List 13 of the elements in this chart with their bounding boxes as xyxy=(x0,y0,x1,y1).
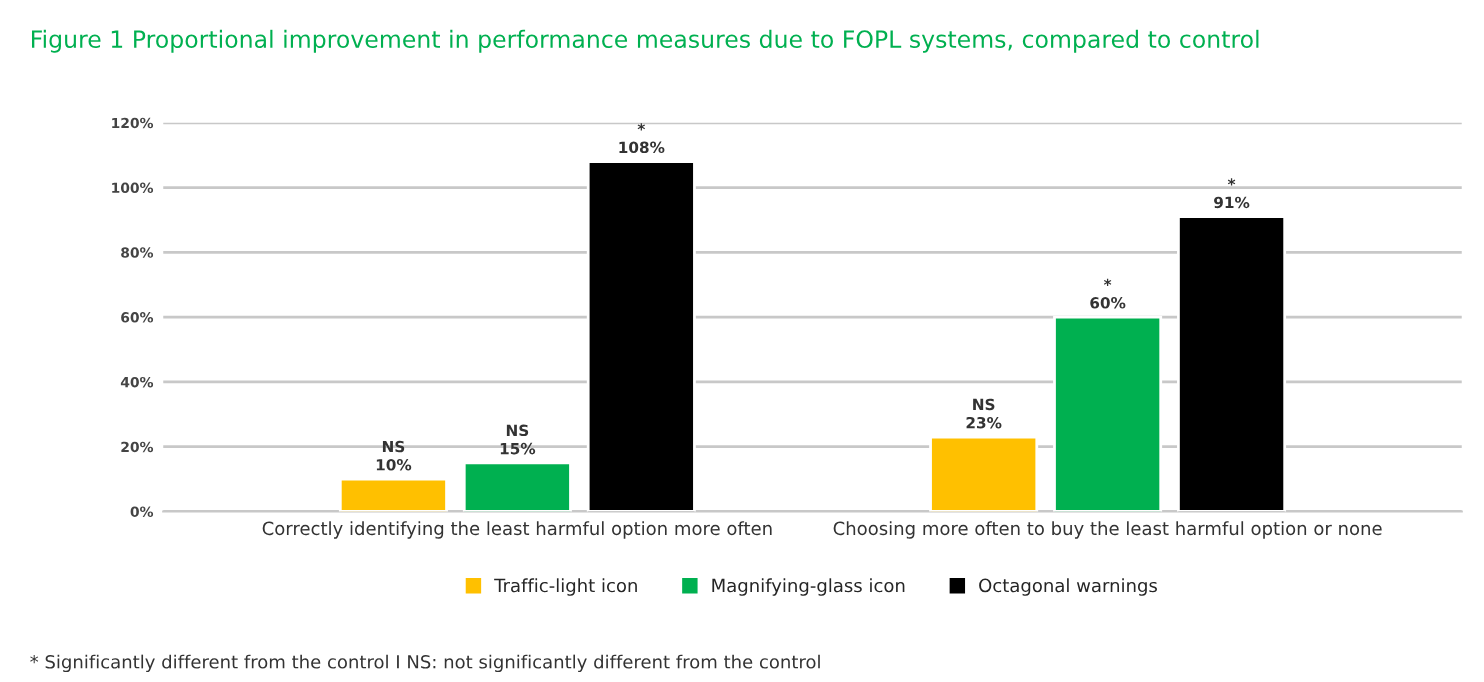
x-tick-label: Correctly identifying the least harmful option more often xyxy=(262,521,772,539)
bar xyxy=(338,477,448,512)
chart-title: Figure 1 Proportional improvement in performance measures due to FOPL systems, compared to control xyxy=(32,29,1259,53)
text: * Significantly different from the control I NS: not significantly different from the control xyxy=(30,654,820,673)
x-tick-label: Choosing more often to buy the least harmful option or none xyxy=(833,521,1382,539)
bar xyxy=(586,160,696,512)
legend-label: Magnifying-glass icon xyxy=(712,578,905,596)
legend-label: Traffic-light icon xyxy=(494,578,637,596)
bar xyxy=(1177,215,1287,512)
bar xyxy=(929,435,1039,512)
legend-label: Octagonal warnings xyxy=(979,578,1157,596)
bar xyxy=(462,461,572,512)
bar xyxy=(1053,315,1163,512)
